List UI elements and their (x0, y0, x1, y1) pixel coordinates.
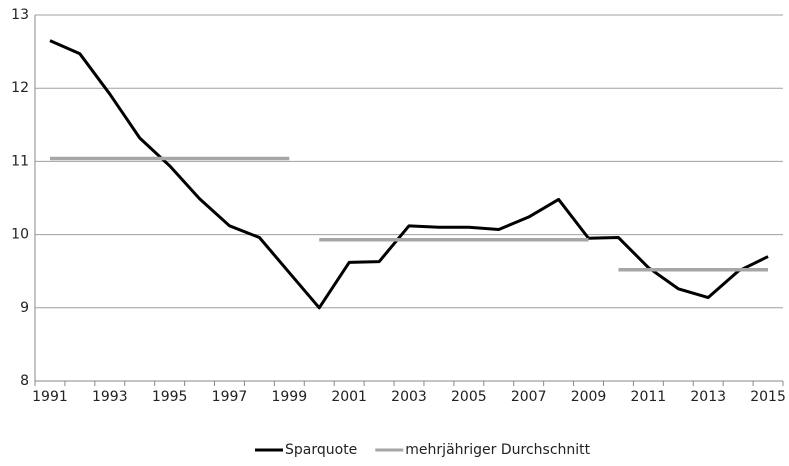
y-tick-label: 13 (11, 7, 29, 23)
y-tick-label: 10 (11, 227, 29, 243)
x-tick-label: 2005 (451, 389, 487, 405)
y-tick-label: 12 (11, 80, 29, 96)
legend-label: Sparquote (285, 442, 357, 458)
x-tick-label: 2001 (331, 389, 367, 405)
y-tick-label: 11 (11, 153, 29, 169)
line-series (49, 39, 769, 310)
x-tick-label: 2009 (571, 389, 607, 405)
x-tick-label: 1997 (212, 389, 248, 405)
x-tick-label: 1993 (92, 389, 128, 405)
x-tick-label: 2007 (511, 389, 547, 405)
x-tick-label: 2013 (690, 389, 726, 405)
x-tick-label: 1995 (152, 389, 188, 405)
x-tick-label: 2011 (631, 389, 667, 405)
y-tick-label: 8 (20, 373, 29, 389)
legend-label: mehrjähriger Durchschnitt (405, 442, 590, 458)
x-tick-label: 1991 (32, 389, 68, 405)
x-tick-label: 2015 (750, 389, 786, 405)
x-tick-label: 2003 (391, 389, 427, 405)
x-tick-label: 1999 (271, 389, 307, 405)
y-tick-label: 9 (20, 300, 29, 316)
